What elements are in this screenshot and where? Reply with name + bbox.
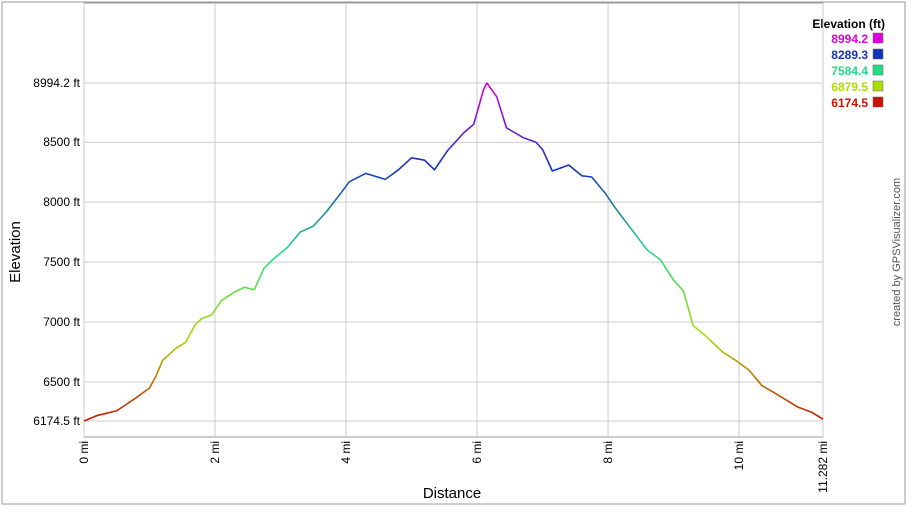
x-tick-label: 11.282 mi [816, 441, 830, 493]
y-tick-label: 8994.2 ft [33, 76, 80, 90]
y-tick-label: 8000 ft [43, 195, 80, 209]
x-tick-label: 8 mi [601, 441, 615, 464]
legend-swatch [872, 48, 884, 60]
y-tick-label: 6500 ft [43, 375, 80, 389]
y-axis-label: Elevation [7, 221, 24, 283]
y-tick-label: 7000 ft [43, 315, 80, 329]
legend-title: Elevation (ft) [812, 17, 885, 31]
legend-label: 7584.4 [831, 64, 868, 78]
x-tick-label: 10 mi [732, 441, 746, 470]
elevation-line [83, 82, 824, 422]
legend-swatch [872, 32, 884, 44]
x-axis-label: Distance [423, 485, 481, 502]
frame [1, 1, 906, 505]
legend-label: 8994.2 [831, 32, 868, 46]
x-tick-label: 2 mi [208, 441, 222, 464]
legend-swatch [872, 64, 884, 76]
x-tick-label: 4 mi [339, 441, 353, 464]
legend-label: 8289.3 [831, 48, 868, 62]
legend-swatch [872, 80, 884, 92]
y-tick-label: 6174.5 ft [33, 414, 80, 428]
legend-label: 6879.5 [831, 80, 868, 94]
legend-label: 6174.5 [831, 96, 868, 110]
y-tick-label: 7500 ft [43, 255, 80, 269]
y-tick-label: 8500 ft [43, 135, 80, 149]
x-tick-label: 6 mi [470, 441, 484, 464]
credit: created by GPSVisualizer.com [891, 178, 903, 326]
legend-swatch [872, 96, 884, 108]
x-tick-label: 0 mi [77, 441, 91, 464]
